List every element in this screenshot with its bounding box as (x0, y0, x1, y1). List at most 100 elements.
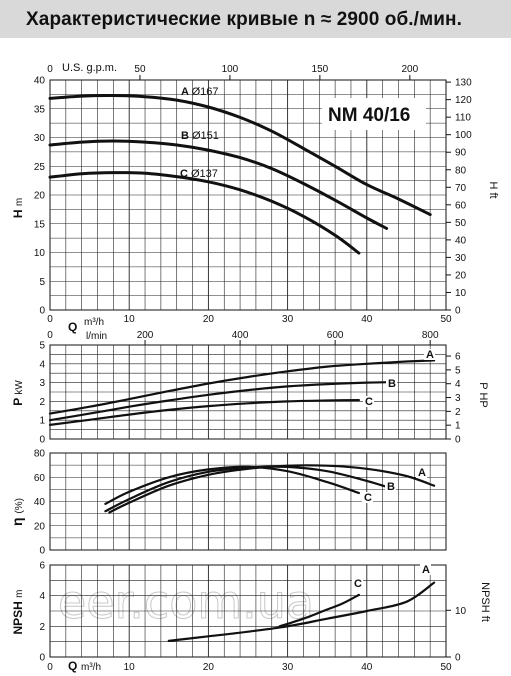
gpm-tick-label: 150 (312, 64, 329, 75)
power-y-tick-label: 1 (39, 416, 45, 427)
head-curve-label-c: C Ø137 (180, 168, 218, 180)
head-curve-label-a: A Ø167 (181, 86, 219, 98)
efficiency-curve-c (104, 465, 360, 505)
npsh-curve-a (167, 581, 436, 642)
lmin-tick-label: 200 (137, 330, 154, 341)
head-y-right-tick-label: 0 (455, 306, 461, 317)
head-y-right-tick-label: 10 (455, 288, 467, 299)
gpm-axis-label: U.S. g.p.m. (62, 62, 117, 74)
head-y-right-tick-label: 100 (455, 130, 472, 141)
power-y-tick-label: 0 (39, 435, 45, 446)
npsh-curve-label-a: A (422, 564, 430, 576)
power-y-right-tick-label: 1 (455, 421, 461, 432)
lmin-tick-label: 600 (327, 330, 344, 341)
npsh-q-axis-unit: m³/h (81, 662, 101, 673)
npsh-x-tick-label: 40 (361, 662, 373, 673)
efficiency-label-bg (362, 492, 373, 503)
npsh-y-right-axis-label: NPSH ft (479, 582, 491, 622)
power-curve-c (48, 399, 360, 426)
npsh-x-tick-label: 10 (124, 662, 136, 673)
head-y-right-tick-label: 40 (455, 235, 467, 246)
head-y-right-tick-label: 90 (455, 148, 467, 159)
npsh-x-tick-label: 50 (440, 662, 452, 673)
head-y-tick-label: 30 (34, 133, 46, 144)
npsh-x-tick-label: 0 (47, 662, 53, 673)
head-y-axis-label: H m (11, 198, 25, 218)
power-label-bg (386, 378, 397, 389)
gpm-tick-label: 200 (401, 64, 418, 75)
power-y-right-tick-label: 0 (455, 435, 461, 446)
npsh-y-tick-label: 4 (39, 591, 45, 602)
power-y-tick-label: 2 (39, 397, 45, 408)
efficiency-curve-label-c: C (364, 492, 372, 504)
head-y-tick-label: 0 (39, 306, 45, 317)
head-y-tick-label: 5 (39, 277, 45, 288)
power-curve-label-a: A (426, 349, 434, 361)
title-bar: Характеристические кривые n ≈ 2900 об./м… (0, 0, 511, 38)
efficiency-curve-label-a: A (418, 467, 426, 479)
efficiency-y-tick-label: 0 (39, 546, 45, 557)
head-y-right-tick-label: 80 (455, 165, 467, 176)
head-y-right-tick-label: 130 (455, 78, 472, 89)
head-y-tick-label: 35 (34, 104, 46, 115)
power-y-right-tick-label: 3 (455, 393, 461, 404)
head-curve-c (48, 171, 361, 255)
head-y-right-tick-label: 70 (455, 183, 467, 194)
head-y-tick-label: 25 (34, 162, 46, 173)
npsh-q-axis-label: Q (68, 659, 77, 673)
power-curve-b (48, 381, 388, 422)
head-x-tick-label: 20 (203, 314, 215, 325)
lmin-tick-label: 800 (422, 330, 439, 341)
head-x-tick-label: 40 (361, 314, 373, 325)
efficiency-y-tick-label: 20 (34, 521, 46, 532)
head-q-axis-label: Q (68, 320, 77, 334)
efficiency-y-tick-label: 60 (34, 473, 46, 484)
npsh-label-bg (352, 578, 363, 589)
npsh-y-right-tick-label: 10 (455, 606, 467, 617)
power-curve-a (48, 359, 436, 415)
head-curve-label-b: B Ø151 (181, 130, 219, 142)
watermark: eer.com.ua (58, 575, 314, 629)
efficiency-y-tick-label: 40 (34, 497, 46, 508)
head-x-tick-label: 10 (124, 314, 136, 325)
lmin-axis-label: l/min (86, 331, 107, 342)
model-badge-bg (322, 98, 426, 130)
npsh-y-right-tick-label: 0 (455, 653, 461, 664)
chart-title: Характеристические кривые n ≈ 2900 об./м… (26, 9, 462, 30)
lmin-tick-label: 400 (232, 330, 249, 341)
power-y-right-tick-label: 4 (455, 379, 461, 390)
head-y-right-tick-label: 60 (455, 200, 467, 211)
gpm-tick-label: 100 (222, 64, 239, 75)
npsh-x-tick-label: 20 (203, 662, 215, 673)
efficiency-label-bg (416, 467, 427, 478)
power-curve-label-b: B (388, 378, 396, 390)
efficiency-label-bg (385, 481, 396, 492)
head-y-right-tick-label: 50 (455, 218, 467, 229)
head-y-tick-label: 40 (34, 76, 46, 87)
head-y-tick-label: 10 (34, 248, 46, 259)
head-y-tick-label: 15 (34, 219, 46, 230)
head-q-axis-unit: m³/h (84, 317, 104, 328)
power-y-right-tick-label: 2 (455, 407, 461, 418)
head-x-tick-label: 50 (440, 314, 452, 325)
npsh-y-tick-label: 0 (39, 653, 45, 664)
power-y-tick-label: 4 (39, 359, 45, 370)
head-y-right-tick-label: 20 (455, 270, 467, 281)
npsh-x-tick-label: 30 (282, 662, 294, 673)
efficiency-y-tick-label: 80 (34, 449, 46, 460)
power-y-tick-label: 5 (39, 341, 45, 352)
head-x-tick-label: 0 (47, 314, 53, 325)
npsh-curve-label-c: C (354, 578, 362, 590)
head-y-right-axis-label: H ft (487, 181, 499, 198)
head-y-right-tick-label: 110 (455, 113, 471, 124)
npsh-curve-c (278, 593, 360, 628)
npsh-y-tick-label: 6 (39, 561, 45, 572)
power-y-right-axis-label: P HP (477, 382, 489, 407)
power-y-right-tick-label: 6 (455, 352, 461, 363)
power-label-bg (424, 349, 435, 360)
power-y-axis-label: P kW (11, 380, 25, 406)
gpm-tick-label: 50 (134, 64, 146, 75)
model-label: NM 40/16 (328, 105, 410, 126)
power-y-right-tick-label: 5 (455, 365, 461, 376)
